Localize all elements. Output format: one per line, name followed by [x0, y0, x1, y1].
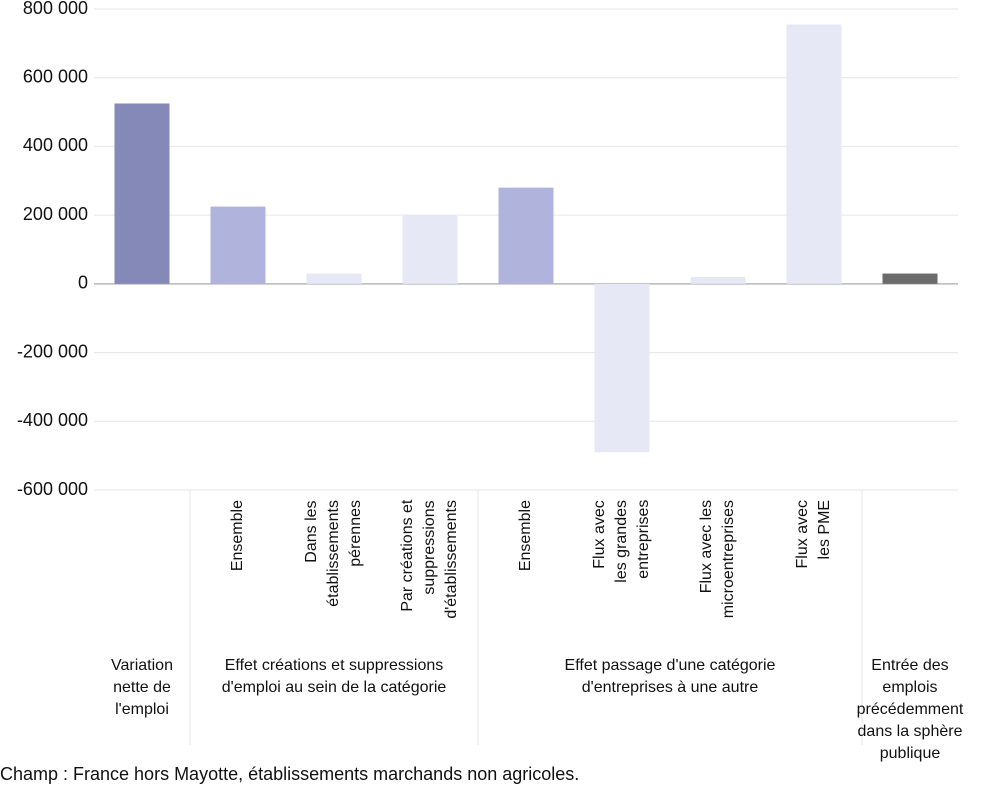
y-tick-label: 200 000 — [23, 204, 88, 224]
x-tick-label: Par créations et suppressions d'établiss… — [399, 500, 460, 619]
bar — [690, 276, 746, 284]
bar — [498, 187, 554, 284]
bar — [114, 103, 170, 284]
bar — [402, 215, 458, 284]
y-tick-label: -200 000 — [17, 341, 88, 361]
x-tick-label: Flux avec les grandes entreprises — [591, 500, 652, 583]
bar — [306, 273, 362, 284]
group-label: Effet créations et suppressions d'emploi… — [221, 657, 447, 696]
group-label: Entrée des emplois précédemment dans la … — [856, 657, 964, 762]
bar — [882, 273, 938, 284]
x-tick-label: Flux avec les microentreprises — [698, 500, 737, 619]
y-tick-label: 0 — [78, 273, 88, 293]
x-tick-label: Ensemble — [229, 500, 246, 572]
y-tick-label: 400 000 — [23, 135, 88, 155]
x-tick-label: Ensemble — [517, 500, 534, 572]
y-tick-label: -600 000 — [17, 479, 88, 499]
y-tick-label: 800 000 — [23, 0, 88, 18]
x-tick-label: Flux avec les PME — [794, 500, 833, 569]
bar — [594, 283, 650, 453]
bar — [210, 206, 266, 284]
footnote: Champ : France hors Mayotte, établisseme… — [0, 764, 580, 784]
bar — [786, 24, 842, 284]
group-label: Effet passage d'une catégorie d'entrepri… — [564, 657, 776, 696]
y-tick-label: -400 000 — [17, 410, 88, 430]
y-tick-label: 600 000 — [23, 66, 88, 86]
x-tick-label: Dans les établissements pérennes — [303, 500, 364, 607]
group-label: Variation nette de l'emploi — [111, 657, 173, 718]
